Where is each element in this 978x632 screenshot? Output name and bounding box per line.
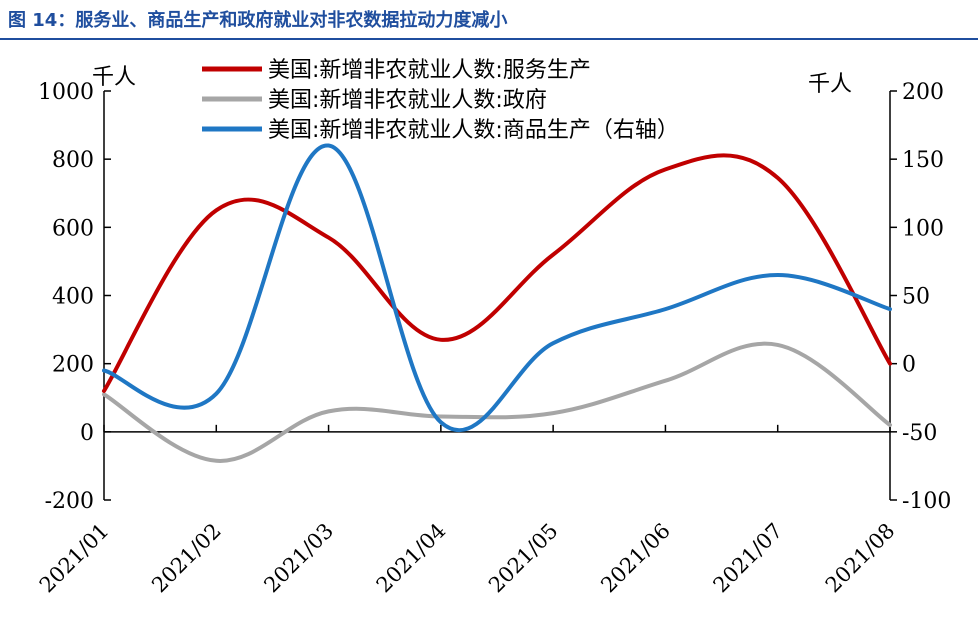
- legend-label: 美国:新增非农就业人数:服务生产: [268, 58, 591, 83]
- right-tick-label: 100: [902, 216, 944, 241]
- left-tick-label: -200: [45, 489, 94, 514]
- axes: -20002004006008001000千人-100-500501001502…: [35, 65, 952, 597]
- series-line: [102, 341, 892, 463]
- left-tick-label: 600: [52, 216, 94, 241]
- x-tick-label: 2021/05: [484, 519, 563, 598]
- right-tick-label: 150: [902, 148, 944, 173]
- left-tick-label: 400: [52, 285, 94, 310]
- right-tick-label: 0: [902, 353, 916, 378]
- left-tick-label: 0: [80, 421, 94, 446]
- series-line: [102, 143, 892, 433]
- x-tick-label: 2021/04: [372, 519, 451, 598]
- left-tick-label: 200: [52, 353, 94, 378]
- x-tick-label: 2021/03: [259, 519, 338, 598]
- series-line: [102, 153, 892, 393]
- left-axis-unit: 千人: [92, 65, 136, 90]
- legend: 美国:新增非农就业人数:服务生产美国:新增非农就业人数:政府美国:新增非农就业人…: [202, 58, 679, 143]
- right-axis-unit: 千人: [808, 72, 852, 97]
- x-tick-label: 2021/07: [709, 519, 788, 598]
- left-tick-label: 1000: [38, 80, 94, 105]
- right-tick-label: -50: [902, 421, 937, 446]
- x-tick-label: 2021/01: [35, 519, 114, 598]
- right-tick-label: 50: [902, 285, 930, 310]
- x-tick-label: 2021/08: [821, 519, 900, 598]
- left-tick-label: 800: [52, 148, 94, 173]
- title-divider: [0, 38, 978, 40]
- series-layer: [102, 143, 892, 463]
- x-tick-label: 2021/06: [596, 519, 675, 598]
- x-tick-label: 2021/02: [147, 519, 226, 598]
- right-tick-label: 200: [902, 80, 944, 105]
- figure-title: 图 14：服务业、商品生产和政府就业对非农数据拉动力度减小: [8, 10, 508, 31]
- right-tick-label: -100: [902, 489, 951, 514]
- legend-label: 美国:新增非农就业人数:商品生产（右轴）: [268, 118, 679, 143]
- legend-label: 美国:新增非农就业人数:政府: [268, 88, 547, 113]
